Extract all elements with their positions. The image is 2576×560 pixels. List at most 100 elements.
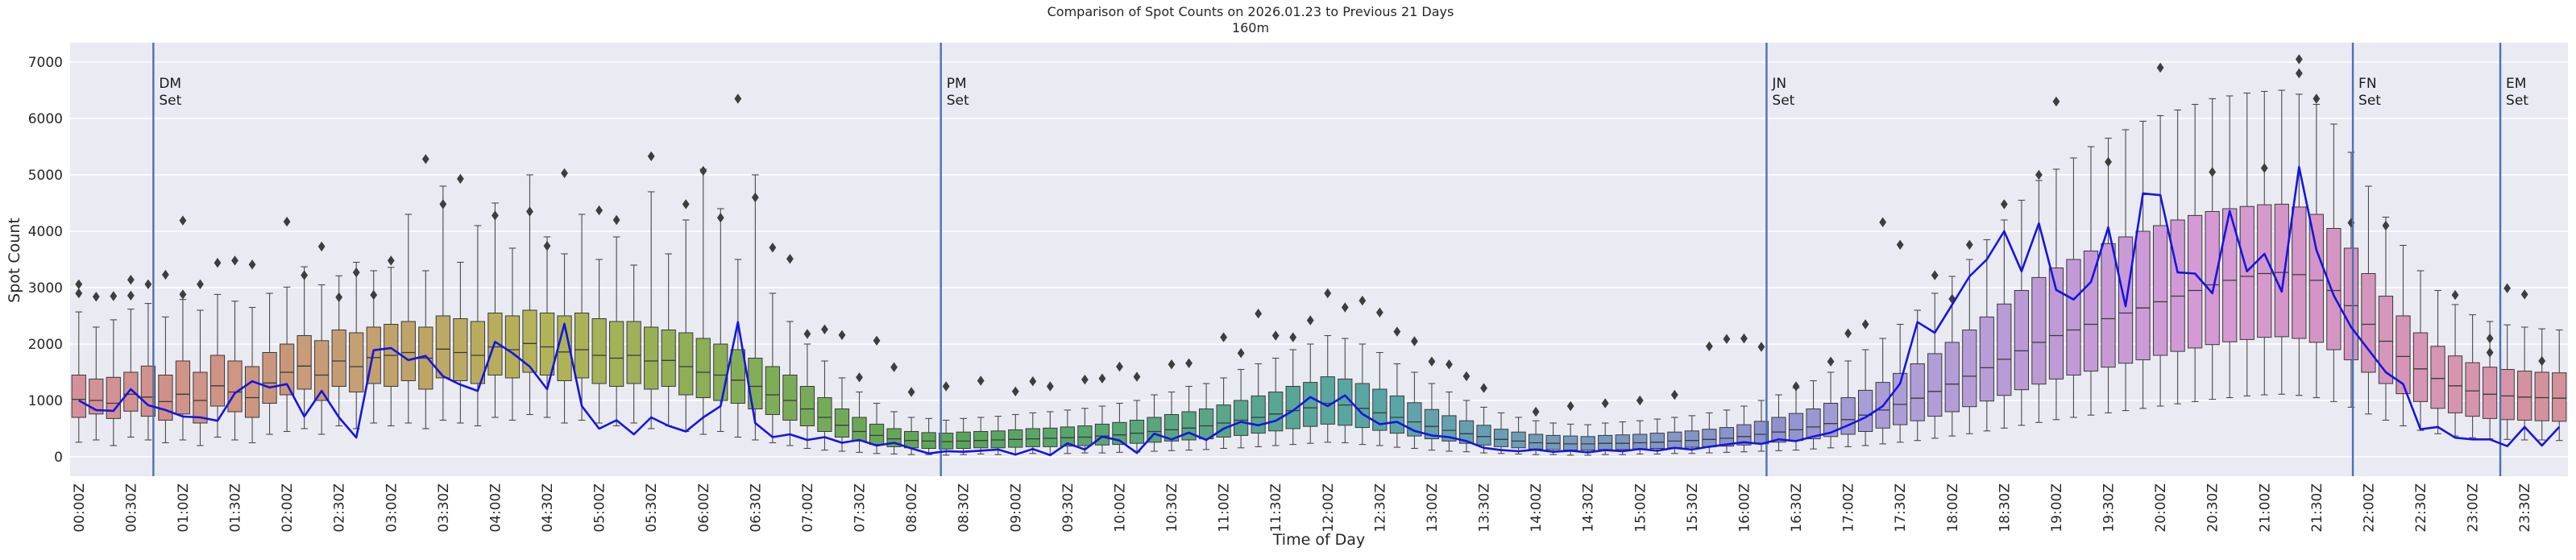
outlier-diamond-icon: [1098, 373, 1106, 384]
box: [903, 430, 919, 449]
x-tick-label: 19:00Z: [2049, 483, 2065, 533]
box-plot-item: [2205, 97, 2220, 400]
x-tick-label: 18:00Z: [1945, 483, 1961, 533]
outlier-diamond-icon: [1931, 270, 1939, 280]
box: [2222, 208, 2238, 342]
outlier-diamond-icon: [179, 289, 187, 300]
box-plot-item: [1424, 383, 1440, 451]
x-tick-label: 21:30Z: [2309, 483, 2325, 533]
box: [1632, 433, 1648, 450]
x-tick-label: 10:00Z: [1112, 483, 1128, 533]
outlier-diamond-icon: [2295, 68, 2303, 79]
box: [2430, 346, 2445, 409]
outlier-diamond-icon: [1237, 347, 1245, 359]
box-plot-item: [1823, 371, 1839, 449]
box-plot-item: [2031, 180, 2047, 423]
x-tick-label: 07:00Z: [800, 483, 816, 533]
outlier-diamond-icon: [2451, 289, 2459, 301]
box: [1493, 429, 1509, 447]
box-plot-item: [661, 253, 676, 427]
outlier-diamond-icon: [352, 267, 360, 278]
x-tick-label: 11:30Z: [1268, 483, 1284, 533]
outlier-diamond-icon: [977, 375, 985, 386]
box-plot-item: [209, 293, 226, 438]
outlier-diamond-icon: [2295, 54, 2303, 64]
box-plot-item: [886, 411, 902, 455]
box-plot-item: [1060, 409, 1075, 454]
box: [2534, 371, 2549, 421]
box: [2152, 225, 2168, 356]
box: [175, 360, 191, 415]
outlier-diamond-icon: [75, 279, 83, 289]
box: [2552, 372, 2567, 422]
outlier-diamond-icon: [75, 288, 83, 299]
box-plot-item: [89, 326, 104, 441]
outlier-diamond-icon: [1757, 342, 1765, 352]
box-plot-item: [2465, 314, 2480, 438]
box: [1858, 389, 1873, 432]
box-plot-item: [2257, 90, 2272, 396]
box: [2396, 315, 2411, 395]
box-plot-item: [2152, 114, 2168, 407]
x-tick-label: 21:00Z: [2257, 483, 2273, 533]
box: [591, 317, 607, 384]
x-tick-label: 12:30Z: [1372, 483, 1388, 533]
outlier-diamond-icon: [856, 372, 863, 383]
outlier-diamond-icon: [699, 165, 707, 176]
set-marker-label: Set: [2506, 93, 2528, 109]
box-plot-item: [2396, 244, 2411, 427]
y-tick-label: 6000: [28, 111, 63, 127]
box-plot-item: [2101, 137, 2116, 413]
outlier-diamond-icon: [1289, 332, 1297, 342]
box: [1164, 413, 1180, 442]
box: [2188, 214, 2203, 349]
box: [1736, 424, 1752, 446]
outlier-diamond-icon: [561, 168, 568, 179]
box-plot-item: [244, 306, 260, 444]
box: [2239, 205, 2255, 340]
x-axis-label: Time of Day: [1272, 531, 1366, 549]
x-tick-label: 00:30Z: [123, 483, 139, 533]
x-tick-label: 17:30Z: [1893, 483, 1909, 533]
x-tick-label: 08:30Z: [956, 483, 973, 533]
box: [1840, 396, 1856, 435]
box-plot-item: [1858, 349, 1873, 446]
box-plot-item: [2430, 289, 2445, 434]
box-plot-item: [522, 174, 537, 416]
box: [1771, 417, 1786, 443]
outlier-diamond-icon: [162, 269, 169, 280]
outlier-diamond-icon: [2260, 163, 2268, 173]
outlier-diamond-icon: [1428, 356, 1436, 367]
x-tick-label: 07:30Z: [852, 483, 869, 533]
x-tick-label: 04:30Z: [540, 483, 556, 533]
box-plot-item: [71, 311, 86, 443]
box-plot-item: [1043, 411, 1058, 455]
y-tick-label: 7000: [28, 55, 63, 71]
outlier-diamond-icon: [1029, 375, 1037, 387]
box: [1338, 378, 1353, 426]
x-tick-label: 15:30Z: [1685, 483, 1701, 533]
outlier-diamond-icon: [942, 381, 950, 392]
outlier-diamond-icon: [127, 274, 135, 285]
chart-title: Comparison of Spot Counts on 2026.01.23 …: [1047, 4, 1454, 19]
outlier-diamond-icon: [2052, 96, 2060, 107]
x-tick-label: 15:00Z: [1632, 483, 1649, 533]
box-plot-item: [2292, 93, 2307, 396]
box: [956, 431, 971, 449]
box-plot-item: [314, 284, 330, 435]
box-plot-item: [2361, 185, 2376, 415]
box: [1580, 436, 1595, 451]
box-plot-item: [1771, 394, 1786, 451]
x-tick-label: 20:30Z: [2205, 483, 2221, 533]
box: [661, 329, 676, 387]
box-plot-item: [1944, 276, 1960, 437]
x-tick-label: 13:00Z: [1425, 483, 1441, 533]
box: [1025, 428, 1040, 447]
chart-subtitle: 160m: [1231, 20, 1270, 35]
box: [1372, 388, 1388, 431]
outlier-diamond-icon: [1480, 383, 1487, 393]
box: [193, 371, 208, 424]
box: [1129, 419, 1145, 444]
box: [1476, 425, 1491, 446]
box-plot-item: [400, 214, 416, 424]
